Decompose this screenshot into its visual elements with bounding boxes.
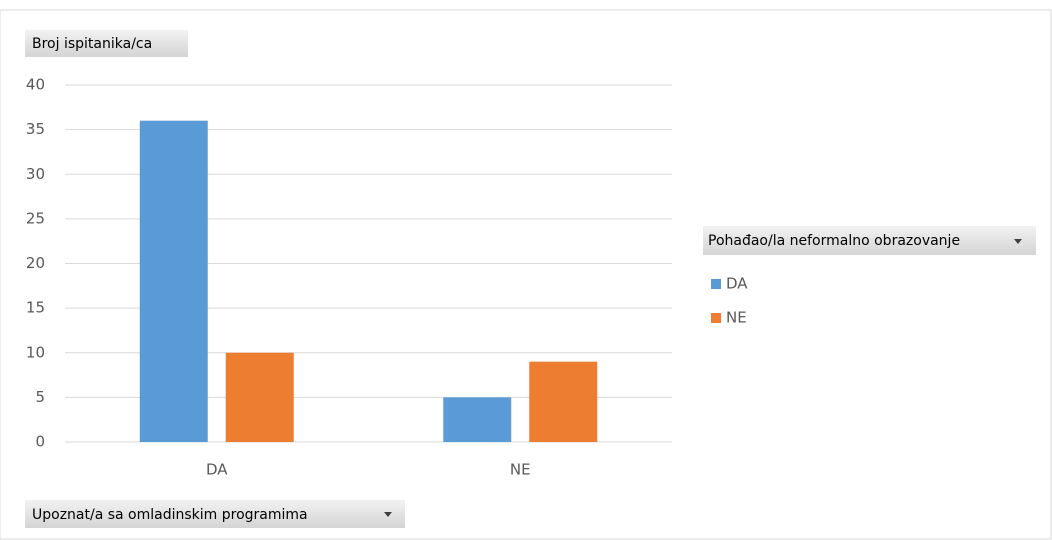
x-tick-label: NE <box>510 461 531 479</box>
dropdown-arrow <box>1014 239 1022 244</box>
y-tick-label: 20 <box>26 254 45 272</box>
axis-field-button[interactable] <box>25 500 405 528</box>
legend-label: DA <box>726 275 748 293</box>
y-tick-label: 30 <box>26 165 45 183</box>
y-tick-label: 40 <box>26 76 45 94</box>
dropdown-arrow <box>384 512 392 517</box>
y-tick-label: 25 <box>26 209 45 227</box>
bar <box>443 397 512 442</box>
y-tick-label: 35 <box>26 120 45 138</box>
x-tick-label: DA <box>206 461 228 479</box>
value-field-button[interactable] <box>25 30 188 57</box>
legend-title: Pohađao/la neformalno obrazovanje <box>708 233 960 249</box>
bar <box>529 361 598 442</box>
y-tick-label: 5 <box>35 388 45 406</box>
legend-swatch <box>711 279 721 289</box>
bar <box>139 120 208 442</box>
legend-swatch <box>711 313 721 323</box>
legend-field-button[interactable] <box>703 226 1036 255</box>
y-tick-label: 0 <box>35 433 45 451</box>
value-field-label: Broj ispitanika/ca <box>32 36 152 52</box>
legend-label: NE <box>726 309 747 327</box>
y-tick-label: 15 <box>26 299 45 317</box>
axis-field-label: Upoznat/a sa omladinskim programima <box>32 507 308 523</box>
bar <box>225 352 294 442</box>
y-tick-label: 10 <box>26 343 45 361</box>
